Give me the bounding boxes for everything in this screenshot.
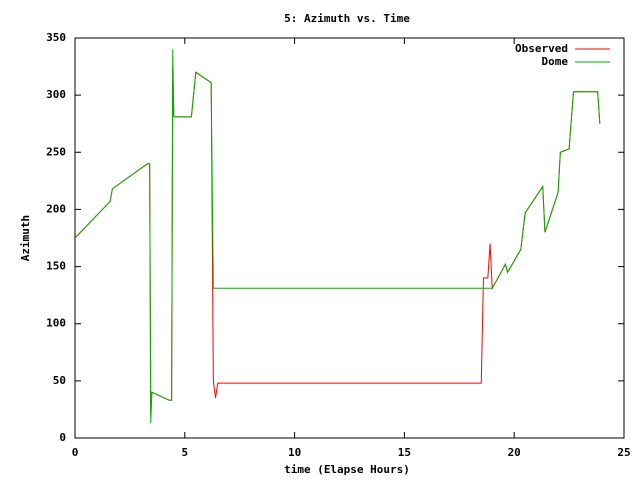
y-tick-label: 100 bbox=[46, 317, 66, 330]
y-tick-label: 200 bbox=[46, 202, 66, 215]
x-tick-label: 25 bbox=[617, 446, 630, 459]
series-line bbox=[74, 49, 601, 424]
x-tick-label: 20 bbox=[508, 446, 521, 459]
x-tick-label: 10 bbox=[288, 446, 301, 459]
y-tick-label: 0 bbox=[59, 431, 66, 444]
x-axis-label: time (Elapse Hours) bbox=[284, 463, 410, 476]
y-tick-label: 50 bbox=[53, 374, 66, 387]
y-tick-label: 150 bbox=[46, 260, 66, 273]
y-axis-label: Azimuth bbox=[19, 215, 32, 261]
plot-frame bbox=[74, 37, 625, 439]
x-tick-label: 5 bbox=[181, 446, 188, 459]
legend-label: Dome bbox=[542, 55, 569, 68]
series-line bbox=[74, 66, 601, 416]
y-tick-label: 300 bbox=[46, 88, 66, 101]
x-tick-label: 15 bbox=[398, 446, 411, 459]
x-tick-label: 0 bbox=[72, 446, 79, 459]
y-tick-label: 350 bbox=[46, 31, 66, 44]
y-tick-label: 250 bbox=[46, 145, 66, 158]
legend-label: Observed bbox=[515, 42, 568, 55]
chart-title: 5: Azimuth vs. Time bbox=[284, 12, 410, 25]
